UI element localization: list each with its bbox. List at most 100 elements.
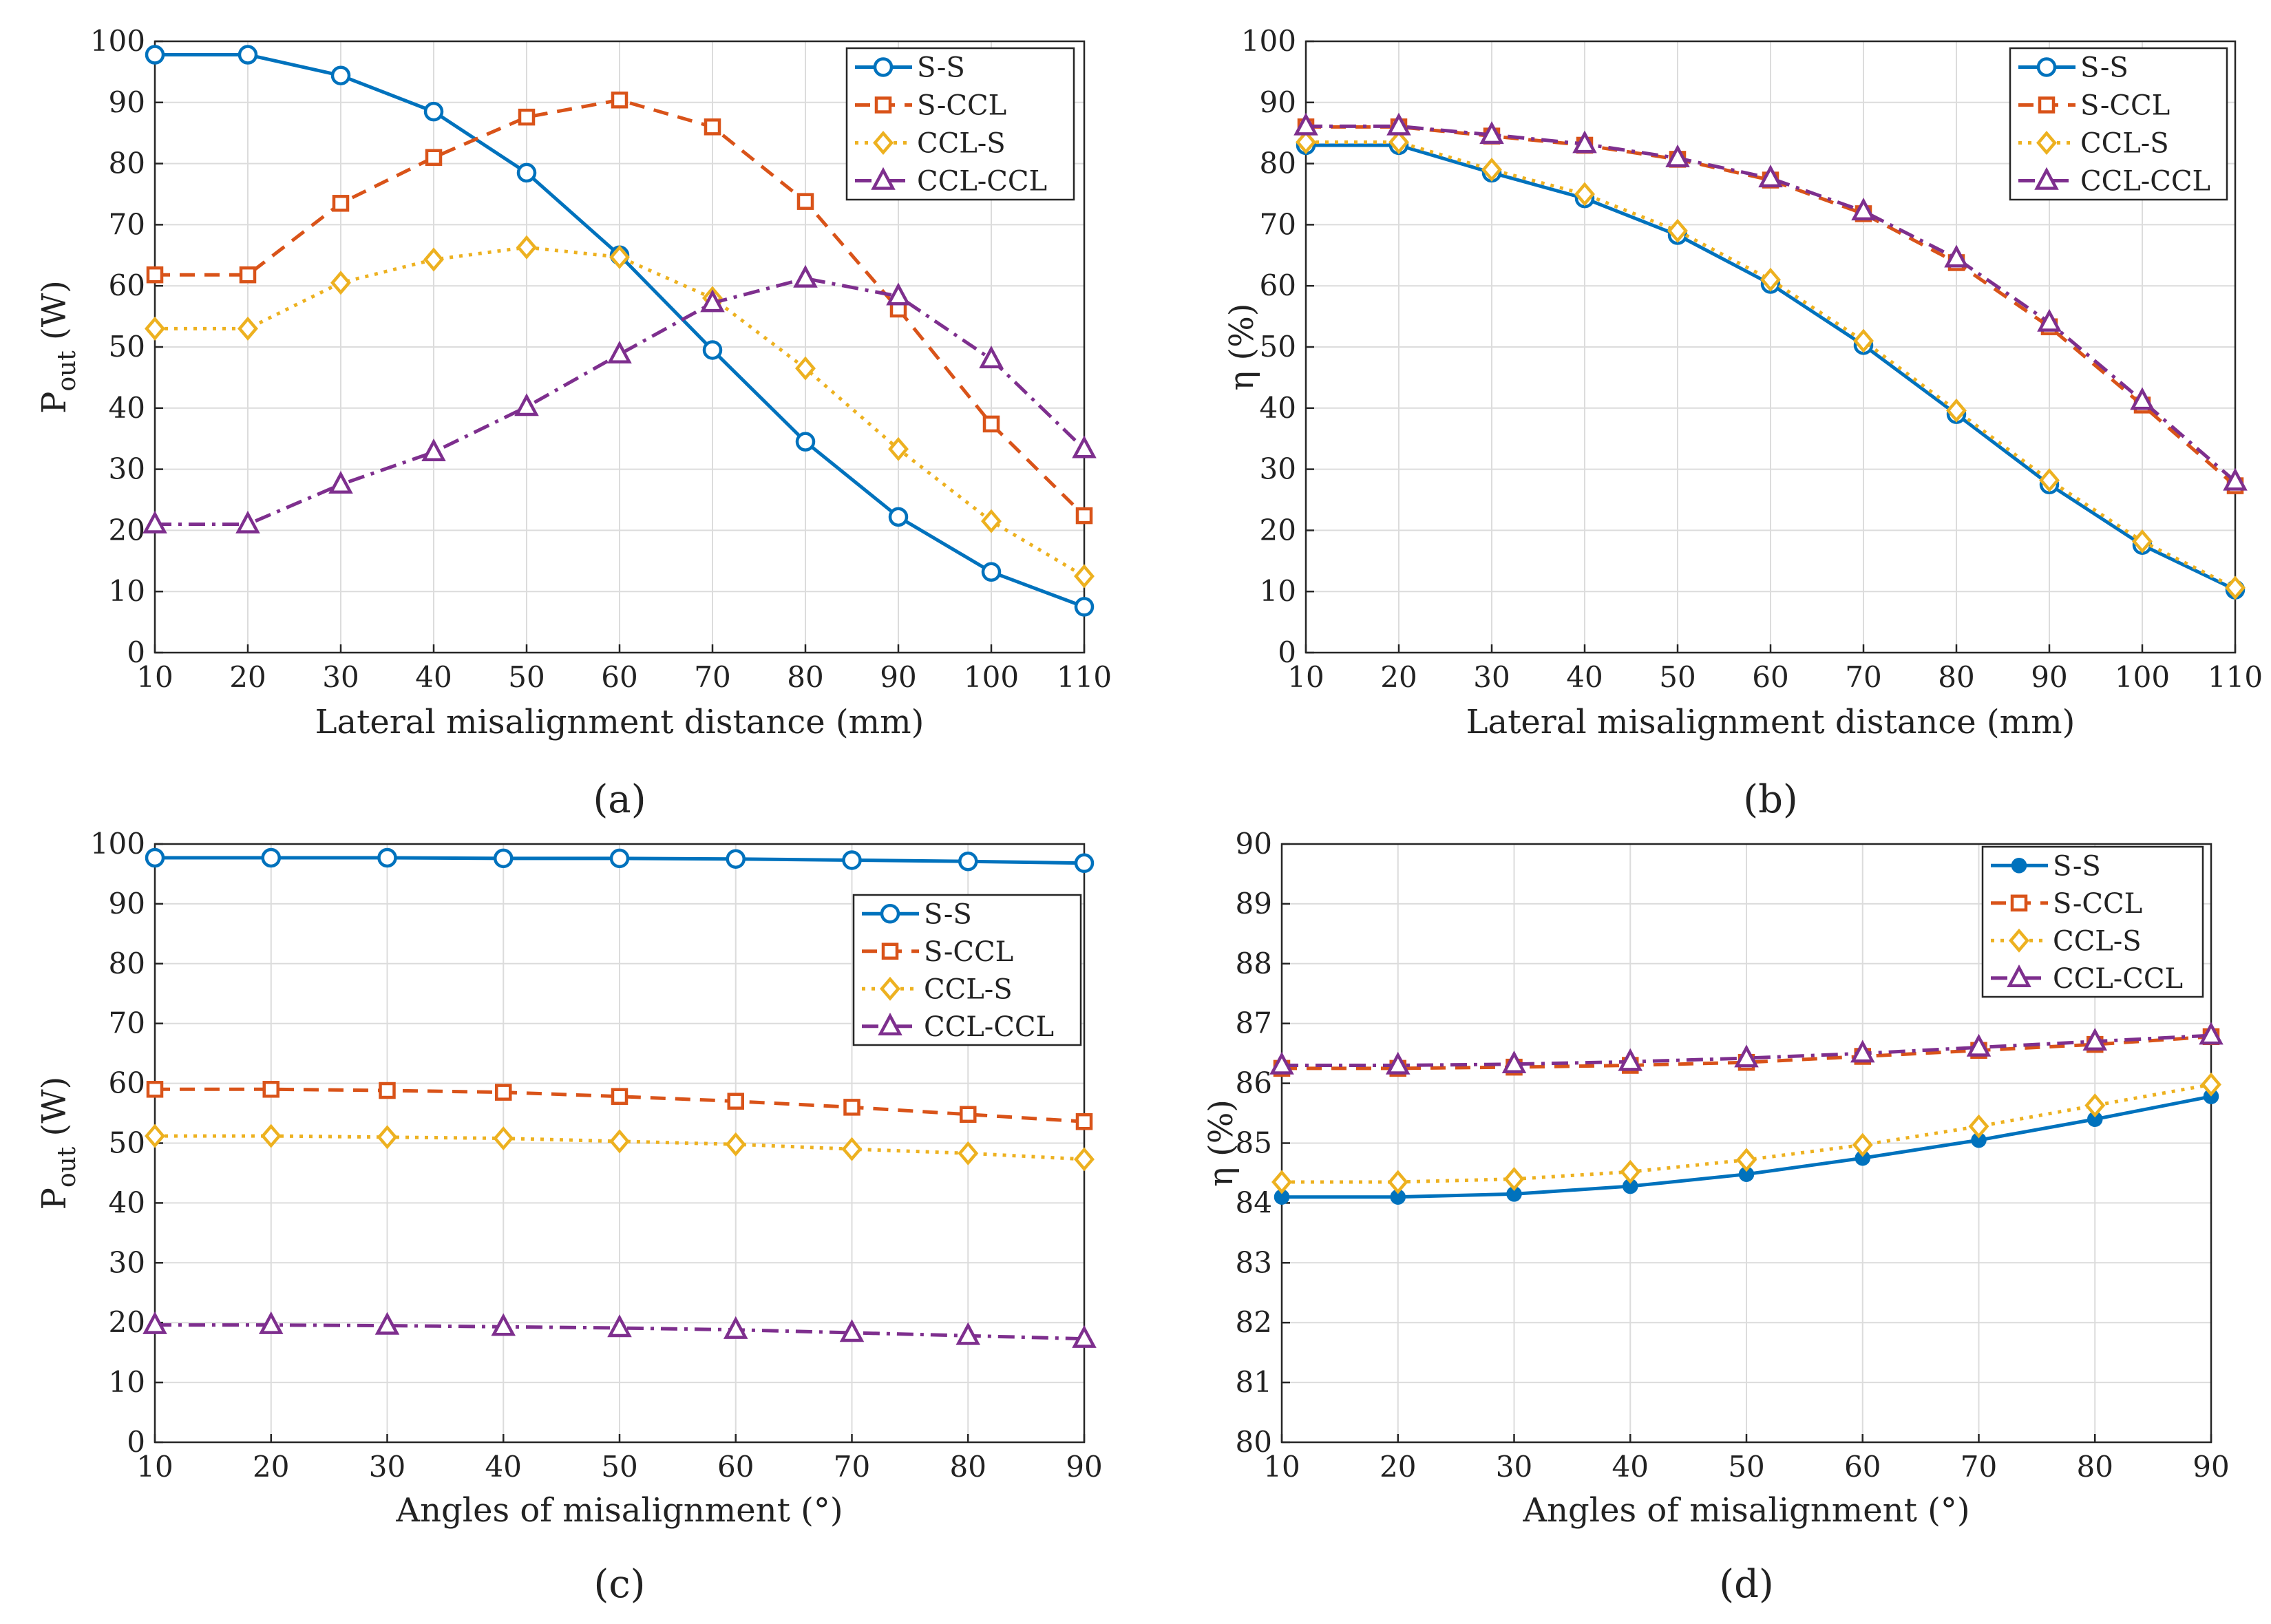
legend-marker <box>878 1013 902 1035</box>
data-point <box>421 438 446 461</box>
data-point <box>1853 328 1874 353</box>
data-point <box>262 1081 279 1098</box>
x-tick-label: 90 <box>1066 1450 1102 1484</box>
y-axis-label: η (%) <box>1223 303 1261 390</box>
y-tick-label: 80 <box>1236 1425 1272 1459</box>
series-ccl-ccl <box>142 264 1097 534</box>
data-point <box>795 432 816 452</box>
legend-marker <box>2011 858 2027 874</box>
data-point <box>1736 1148 1757 1172</box>
data-point <box>1944 244 1969 268</box>
legend-marker <box>2036 131 2057 155</box>
x-tick-label: 80 <box>787 660 823 694</box>
y-tick-label: 90 <box>1236 827 1272 861</box>
data-point <box>379 1082 396 1099</box>
y-axis-label-main: η (%) <box>1223 303 1261 390</box>
y-tick-label: 86 <box>1236 1066 1272 1100</box>
y-axis-label-main: P <box>35 392 74 414</box>
legend-item: S-S <box>862 898 972 930</box>
data-point <box>1574 182 1595 207</box>
y-tick-label: 10 <box>1260 574 1296 608</box>
x-tick-label: 30 <box>322 660 359 694</box>
data-point <box>1734 1044 1759 1068</box>
y-tick-label: 20 <box>1260 513 1296 547</box>
data-point <box>841 1137 863 1161</box>
y-tick-label: 20 <box>109 1305 145 1339</box>
series-line <box>155 245 1086 578</box>
y-tick-label: 50 <box>109 1126 145 1160</box>
data-point <box>2201 1072 2221 1097</box>
y-tick-label: 10 <box>109 574 145 608</box>
y-axis-label: η (%) <box>1202 1099 1240 1187</box>
y-axis-label-main: P <box>35 1188 74 1210</box>
data-point <box>260 1124 282 1148</box>
data-point <box>609 848 630 869</box>
legend: S-S S-CCL CCL-S CCL-CCL <box>2009 47 2228 201</box>
data-point <box>727 1093 744 1110</box>
x-tick-label: 40 <box>415 660 452 694</box>
legend-marker <box>871 167 896 190</box>
x-tick-label: 90 <box>880 660 916 694</box>
data-point <box>702 340 723 360</box>
x-tick-label: 110 <box>1057 660 1112 694</box>
y-tick-label: 70 <box>109 207 145 241</box>
legend-item: S-S <box>1991 850 2101 882</box>
data-point <box>1618 1048 1643 1071</box>
data-point <box>1501 1051 1527 1074</box>
x-tick-label: 60 <box>717 1450 754 1484</box>
y-tick-label: 40 <box>1260 391 1296 425</box>
legend-marker <box>2007 964 2031 987</box>
panel-label: (a) <box>593 777 646 822</box>
data-point <box>1386 112 1411 136</box>
data-point <box>1387 1170 1408 1194</box>
data-point <box>516 162 537 183</box>
data-point <box>793 264 818 288</box>
series-ccl-ccl <box>1269 1022 2224 1075</box>
legend-item: S-CCL <box>2018 90 2170 122</box>
data-point <box>330 271 351 295</box>
data-point <box>982 415 1000 433</box>
data-point <box>377 1125 398 1150</box>
y-tick-label: 90 <box>1260 85 1296 119</box>
y-axis-label: Pout (W) <box>35 1077 81 1210</box>
data-point <box>843 1099 860 1116</box>
data-point <box>1667 218 1688 243</box>
data-point <box>607 1314 632 1338</box>
data-point <box>611 1088 629 1105</box>
data-point <box>1479 121 1504 145</box>
y-tick-label: 0 <box>127 1425 145 1459</box>
legend-item: S-CCL <box>862 936 1013 968</box>
legend-item: CCL-S <box>2018 128 2169 160</box>
legend-item: S-CCL <box>855 90 1006 122</box>
data-point <box>1946 398 1967 423</box>
data-point <box>796 193 814 210</box>
x-tick-label: 60 <box>1752 660 1788 694</box>
y-tick-label: 82 <box>1236 1305 1272 1339</box>
data-point <box>958 1141 979 1166</box>
x-tick-label: 50 <box>601 1450 637 1484</box>
y-tick-label: 80 <box>109 147 145 180</box>
legend-item: CCL-S <box>862 973 1013 1005</box>
data-point <box>2132 529 2153 553</box>
x-tick-label: 70 <box>1961 1450 1997 1484</box>
y-tick-label: 50 <box>1260 330 1296 363</box>
legend-marker <box>873 57 894 77</box>
x-axis-label: Angles of misalignment (°) <box>395 1491 843 1530</box>
series-line <box>1306 140 2237 590</box>
legend-label: S-CCL <box>917 90 1006 122</box>
legend-label: S-S <box>917 52 965 84</box>
y-tick-label: 60 <box>109 268 145 302</box>
x-tick-label: 90 <box>2193 1450 2229 1484</box>
data-point <box>142 510 167 534</box>
y-tick-label: 0 <box>1278 635 1296 669</box>
y-axis-label-unit: (W) <box>35 1077 74 1147</box>
panel-b: 10 20 30 40 50 60 70 80 90 100 1100102030405060708… <box>1223 24 2263 822</box>
data-point <box>1852 1132 1873 1157</box>
y-tick-label: 100 <box>90 827 145 861</box>
y-tick-label: 90 <box>109 887 145 920</box>
data-point <box>145 847 165 868</box>
legend-marker <box>874 96 892 114</box>
legend: S-S S-CCL CCL-S CCL-CCL <box>845 47 1075 201</box>
legend-marker <box>2009 928 2029 953</box>
y-tick-label: 88 <box>1236 947 1272 980</box>
